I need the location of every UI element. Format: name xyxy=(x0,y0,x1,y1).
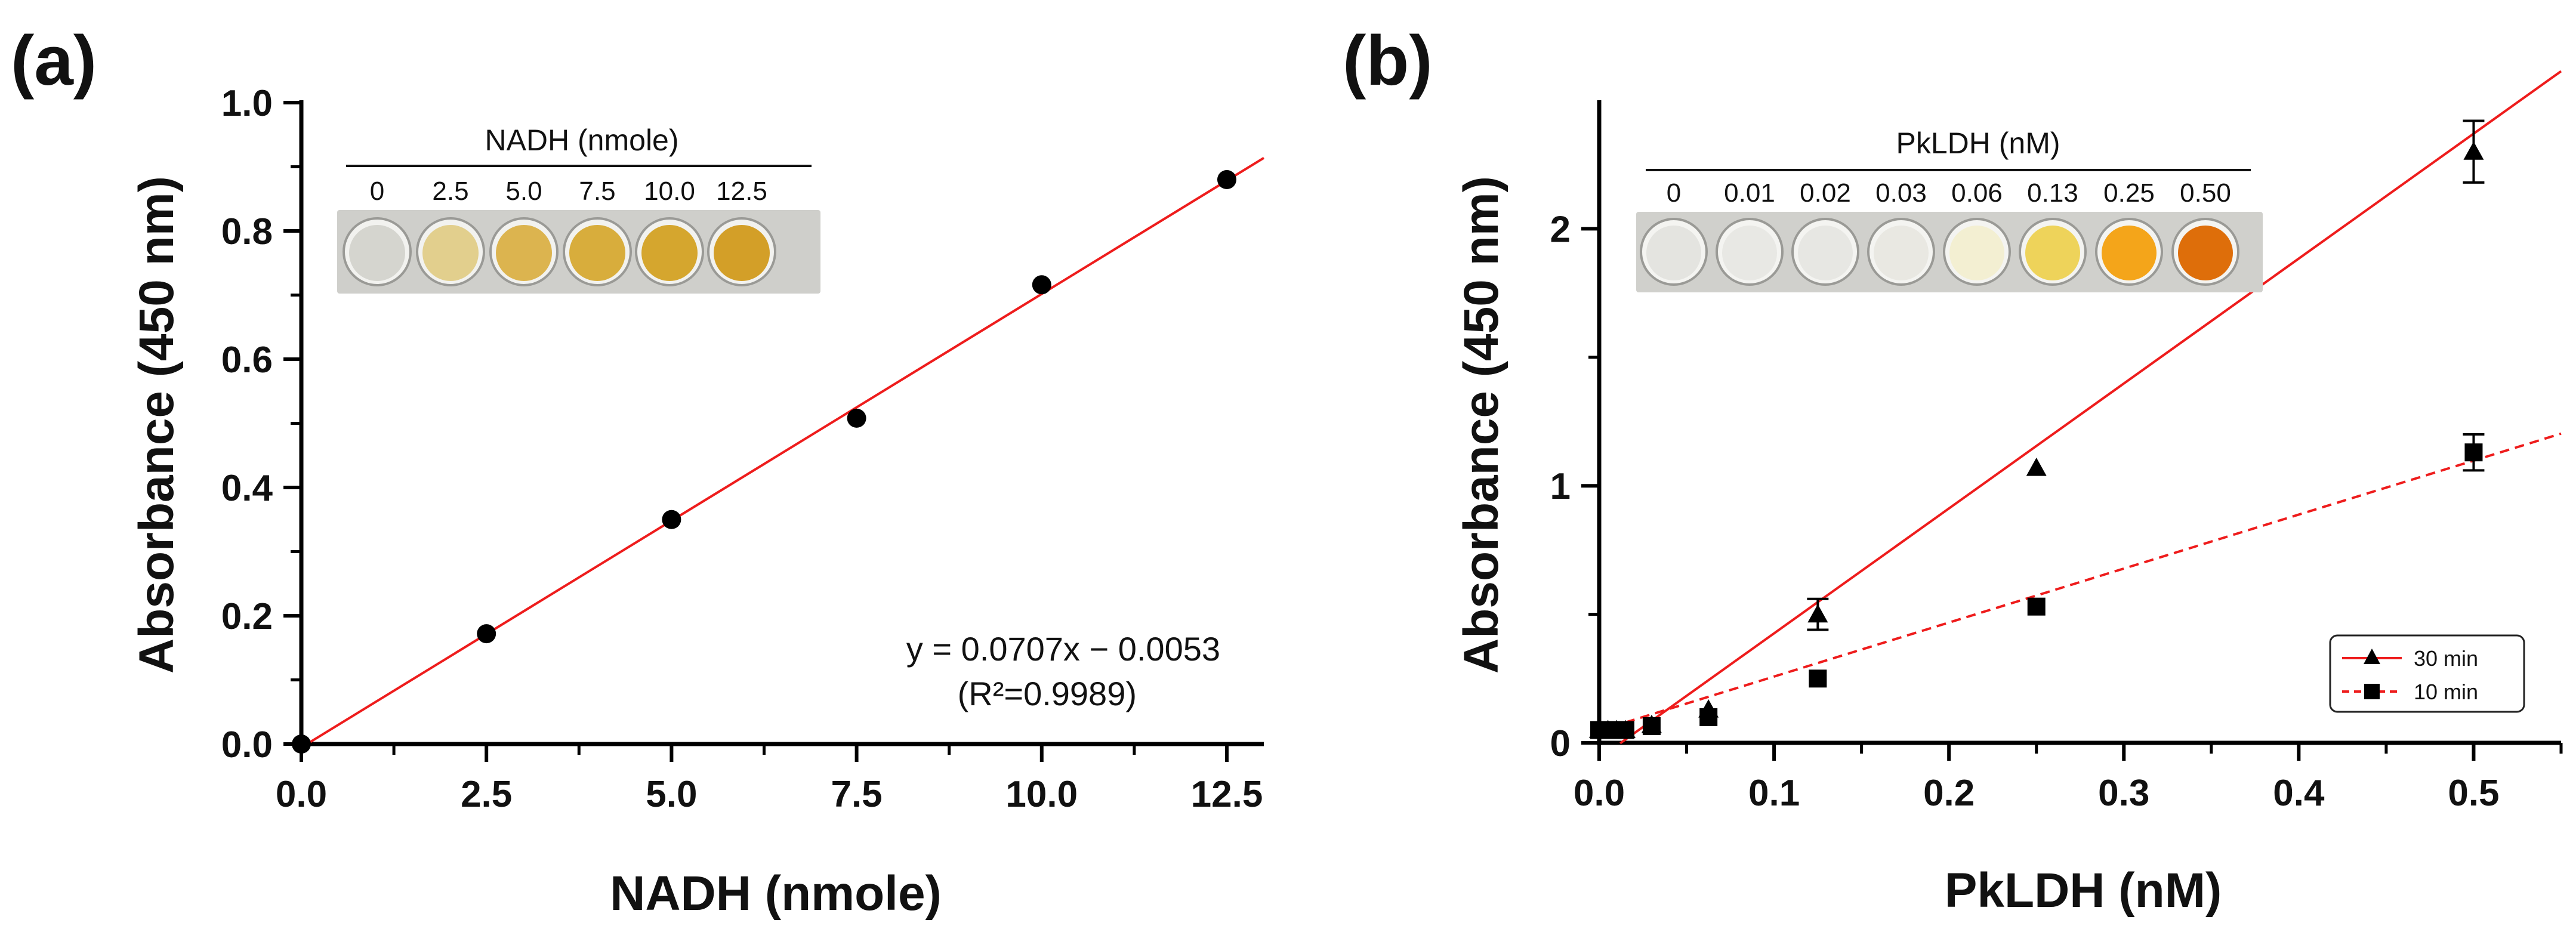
panel-b-well-liquid xyxy=(1874,226,1929,280)
panel-a-y-tick-label: 0.8 xyxy=(221,211,273,252)
panel-a-x-axis-title: NADH (nmole) xyxy=(610,866,942,921)
panel-a-well-liquid xyxy=(569,225,625,281)
panel-a-inset-label: 12.5 xyxy=(716,177,767,206)
panel-a-y-tick-label: 0.2 xyxy=(221,596,273,637)
panel-a-x-tick-label: 5.0 xyxy=(646,774,697,815)
panel-a-ticks: 0.0 2.5 5.0 7.5 10.0 12.5 0.0 0.2 0.4 0.6 0.8 1.0 xyxy=(221,83,1263,815)
panel-b-y-axis-title: Absorbance (450 nm) xyxy=(1454,176,1508,674)
panel-b-inset-label: 0.13 xyxy=(2027,178,2078,208)
panel-b-fit-line-10min xyxy=(1625,432,2562,724)
panel-b-fit-lines xyxy=(1619,70,2562,745)
panel-a-points xyxy=(292,170,1236,754)
panel-b-legend-label-30min: 30 min xyxy=(2414,646,2478,671)
panel-a-y-tick-label: 0.0 xyxy=(221,724,273,766)
panel-a-letter: (a) xyxy=(11,21,97,100)
panel-a-equation: y = 0.0707x − 0.0053 xyxy=(906,630,1220,668)
panel-b-point-10min xyxy=(1809,669,1827,688)
panel-a-well-liquid xyxy=(641,225,698,281)
panel-b-well-liquid xyxy=(2025,226,2080,280)
panel-a-data-point xyxy=(662,510,681,529)
panel-b-y-tick-label: 0 xyxy=(1550,723,1571,764)
panel-a-inset-label: 7.5 xyxy=(579,177,615,206)
panel-b-ticks: 0.0 0.1 0.2 0.3 0.4 0.5 0 1 2 xyxy=(1550,209,2563,814)
panel-a-inset-label: 5.0 xyxy=(505,177,542,206)
panel-b-inset-label: 0.02 xyxy=(1800,178,1851,208)
panel-b-fit-line-30min xyxy=(1619,70,2562,745)
panel-b-well-liquid xyxy=(1722,226,1777,280)
panel-b-well-liquid xyxy=(1646,226,1701,280)
panel-a-data-point xyxy=(1217,170,1236,189)
panel-b-point-30min xyxy=(2463,141,2484,160)
panel-b-x-tick-label: 0.5 xyxy=(2448,773,2499,814)
panel-a-x-tick-label: 7.5 xyxy=(831,774,882,815)
panel-a-inset-photo: NADH (nmole) 0 2.5 5.0 7.5 10.0 12.5 xyxy=(337,124,820,294)
panel-a-y-tick-label: 0.6 xyxy=(221,339,273,381)
panel-b-inset-label: 0.25 xyxy=(2103,178,2155,208)
panel-b-x-tick-label: 0.2 xyxy=(1923,773,1975,814)
panel-b-legend-label-10min: 10 min xyxy=(2414,680,2478,704)
panel-b-inset-label: 0 xyxy=(1667,178,1681,208)
panel-a-x-tick-label: 2.5 xyxy=(461,774,512,815)
panel-b-point-30min xyxy=(2026,458,2047,476)
panel-b-legend: 30 min 10 min xyxy=(2329,634,2525,713)
panel-a-inset-label: 2.5 xyxy=(432,177,468,206)
panel-a-x-tick-label: 0.0 xyxy=(276,774,327,815)
panel-b-letter: (b) xyxy=(1343,21,1433,100)
panel-a-y-axis-title: Absorbance (450 nm) xyxy=(129,176,184,674)
panel-b-x-tick-label: 0.0 xyxy=(1574,773,1625,814)
panel-a-inset-label: 10.0 xyxy=(644,177,695,206)
panel-b-well-liquid xyxy=(1798,226,1853,280)
panel-b-point-30min xyxy=(1807,604,1828,623)
panel-b-point-10min xyxy=(2027,597,2046,616)
panel-a-well-liquid xyxy=(422,225,479,281)
panel-b-well-liquid xyxy=(1949,226,2004,280)
panel-b-point-10min xyxy=(2464,443,2483,462)
panel-a-data-point xyxy=(847,408,866,428)
panel-a-well-liquid xyxy=(714,225,770,281)
panel-b-legend-marker-30min xyxy=(2364,649,2380,664)
panel-b-x-tick-label: 0.1 xyxy=(1748,773,1800,814)
panel-b-points xyxy=(1589,119,2485,739)
panel-b-inset-label: 0.01 xyxy=(1724,178,1775,208)
panel-b-well-liquid xyxy=(2178,226,2233,280)
panel-a-x-tick-label: 12.5 xyxy=(1191,774,1263,815)
panel-a-fit-line-segment xyxy=(304,156,1265,746)
panel-a-inset-title: NADH (nmole) xyxy=(485,124,678,157)
panel-a-inset-label: 0 xyxy=(370,177,384,206)
panel-b-y-tick-label: 1 xyxy=(1550,466,1571,507)
panel-b-x-axis-title: PkLDH (nM) xyxy=(1945,863,2222,918)
panel-a-fit-line xyxy=(304,156,1265,746)
panel-b-inset-label: 0.06 xyxy=(1951,178,2003,208)
panel-a-data-point xyxy=(477,624,496,644)
panel-a-y-tick-label: 0.4 xyxy=(221,468,273,509)
panel-a-r-squared: (R²=0.9989) xyxy=(958,675,1137,712)
panel-b-y-tick-label: 2 xyxy=(1550,209,1571,250)
panel-b-inset-title: PkLDH (nM) xyxy=(1896,126,2060,160)
panel-a-y-tick-label: 1.0 xyxy=(221,83,273,124)
panel-b-point-10min xyxy=(1699,708,1718,726)
panel-b-inset-label: 0.50 xyxy=(2180,178,2231,208)
panel-b-point-10min xyxy=(1642,717,1661,735)
panel-a-data-point xyxy=(1032,275,1051,295)
panel-b-x-tick-label: 0.3 xyxy=(2098,773,2149,814)
panel-a-chart: 0.0 2.5 5.0 7.5 10.0 12.5 0.0 0.2 0.4 0.6 0.8 1.0 N… xyxy=(129,83,1265,921)
panel-a-well-liquid xyxy=(349,225,405,281)
panel-b-x-tick-label: 0.4 xyxy=(2273,773,2325,814)
panel-b-inset-label: 0.03 xyxy=(1875,178,1927,208)
panel-b-well-liquid xyxy=(2102,226,2157,280)
panel-b-legend-marker-10min xyxy=(2364,684,2380,699)
panel-b-inset-photo: PkLDH (nM) 0 0.01 0.02 0.03 0.06 0.13 0.25 0.50 xyxy=(1636,126,2263,292)
panel-a-well-liquid xyxy=(496,225,552,281)
panel-b-point-10min xyxy=(1616,721,1634,739)
panel-a-data-point xyxy=(292,734,311,754)
panel-b-axes xyxy=(1597,100,2561,745)
panel-a-x-tick-label: 10.0 xyxy=(1005,774,1078,815)
